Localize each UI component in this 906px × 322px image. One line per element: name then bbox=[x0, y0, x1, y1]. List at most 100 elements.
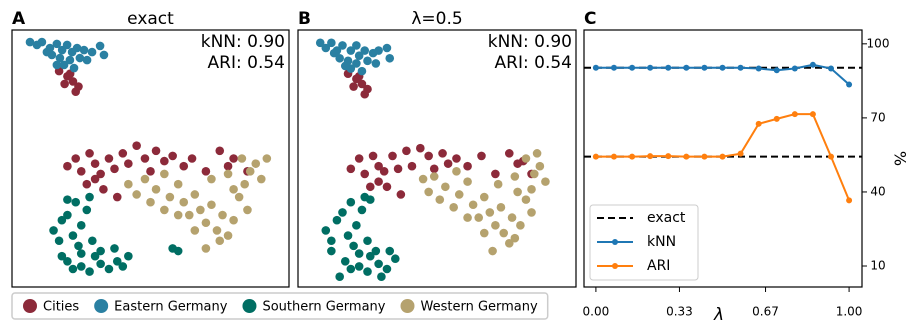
point bbox=[71, 197, 81, 207]
point bbox=[215, 146, 225, 156]
point bbox=[357, 66, 367, 76]
annotation: ARI: 0.54 bbox=[495, 53, 572, 73]
point bbox=[110, 244, 119, 253]
point bbox=[516, 221, 525, 230]
series-point bbox=[683, 153, 690, 160]
point bbox=[112, 192, 122, 202]
point bbox=[360, 169, 370, 179]
point bbox=[57, 215, 67, 225]
point bbox=[201, 244, 211, 253]
series-point bbox=[773, 67, 780, 74]
point bbox=[212, 226, 222, 235]
series-point bbox=[755, 120, 762, 127]
point bbox=[57, 251, 67, 261]
series-point bbox=[647, 64, 654, 71]
point bbox=[179, 197, 189, 207]
point bbox=[463, 161, 472, 171]
point bbox=[68, 77, 78, 86]
legend-box bbox=[11, 292, 549, 320]
point bbox=[85, 149, 94, 158]
panel-frame bbox=[11, 29, 290, 288]
point bbox=[338, 41, 347, 50]
point bbox=[438, 149, 447, 158]
point bbox=[349, 82, 358, 91]
point bbox=[340, 257, 350, 266]
point bbox=[90, 174, 100, 184]
point bbox=[416, 143, 425, 153]
point bbox=[504, 149, 514, 158]
legend-label: kNN bbox=[647, 234, 676, 250]
legend-marker bbox=[23, 299, 37, 313]
point bbox=[327, 236, 336, 246]
series-point bbox=[755, 65, 762, 72]
point bbox=[491, 221, 500, 230]
series-point bbox=[592, 64, 599, 71]
point bbox=[521, 154, 531, 163]
panel-letter: B bbox=[298, 9, 311, 29]
point bbox=[207, 200, 216, 210]
series-point bbox=[828, 65, 835, 72]
point bbox=[346, 197, 356, 207]
point bbox=[160, 205, 169, 215]
point bbox=[52, 60, 62, 70]
point bbox=[187, 154, 197, 163]
point bbox=[352, 59, 361, 68]
point bbox=[327, 246, 336, 256]
legend-swatch-dot bbox=[612, 263, 618, 269]
point bbox=[118, 149, 128, 158]
point bbox=[71, 154, 81, 163]
y-tick-label: 100 bbox=[867, 36, 890, 50]
point bbox=[354, 262, 364, 271]
point bbox=[151, 146, 161, 156]
point bbox=[424, 187, 433, 197]
point bbox=[173, 179, 183, 189]
point bbox=[365, 195, 375, 204]
legend-label: Cities bbox=[43, 300, 79, 315]
point bbox=[335, 53, 345, 63]
series-point bbox=[665, 153, 672, 160]
series-point bbox=[737, 150, 744, 157]
point bbox=[352, 41, 361, 50]
point bbox=[63, 257, 72, 266]
point bbox=[504, 239, 514, 248]
point bbox=[513, 187, 522, 197]
series-point bbox=[773, 115, 780, 122]
point bbox=[96, 169, 105, 179]
point bbox=[357, 79, 367, 89]
point bbox=[377, 272, 386, 282]
point bbox=[385, 246, 395, 256]
legend-swatch-dot bbox=[612, 239, 618, 245]
point bbox=[452, 167, 461, 176]
point bbox=[63, 195, 72, 204]
point bbox=[371, 59, 381, 68]
series-point bbox=[791, 65, 798, 72]
point bbox=[424, 151, 433, 161]
point bbox=[52, 39, 62, 49]
point bbox=[435, 195, 445, 204]
annotation: kNN: 0.90 bbox=[488, 32, 572, 52]
series-point bbox=[647, 153, 654, 160]
point bbox=[215, 236, 225, 246]
point bbox=[449, 203, 458, 212]
point bbox=[510, 233, 520, 243]
point bbox=[379, 167, 389, 176]
series-point bbox=[737, 64, 744, 71]
point bbox=[62, 40, 72, 50]
point bbox=[223, 231, 233, 240]
point bbox=[25, 37, 35, 47]
point bbox=[521, 195, 531, 204]
point bbox=[140, 154, 150, 163]
point bbox=[463, 177, 472, 186]
point bbox=[99, 185, 108, 194]
panel-frame bbox=[297, 29, 577, 288]
x-tick-label: 1.00 bbox=[836, 305, 863, 319]
legend-label: Western Germany bbox=[421, 300, 539, 315]
point bbox=[382, 43, 392, 53]
point bbox=[527, 185, 536, 194]
point bbox=[335, 272, 345, 282]
point bbox=[207, 174, 216, 184]
point bbox=[110, 164, 119, 174]
point bbox=[85, 192, 94, 202]
point bbox=[223, 169, 233, 179]
point bbox=[74, 241, 83, 251]
